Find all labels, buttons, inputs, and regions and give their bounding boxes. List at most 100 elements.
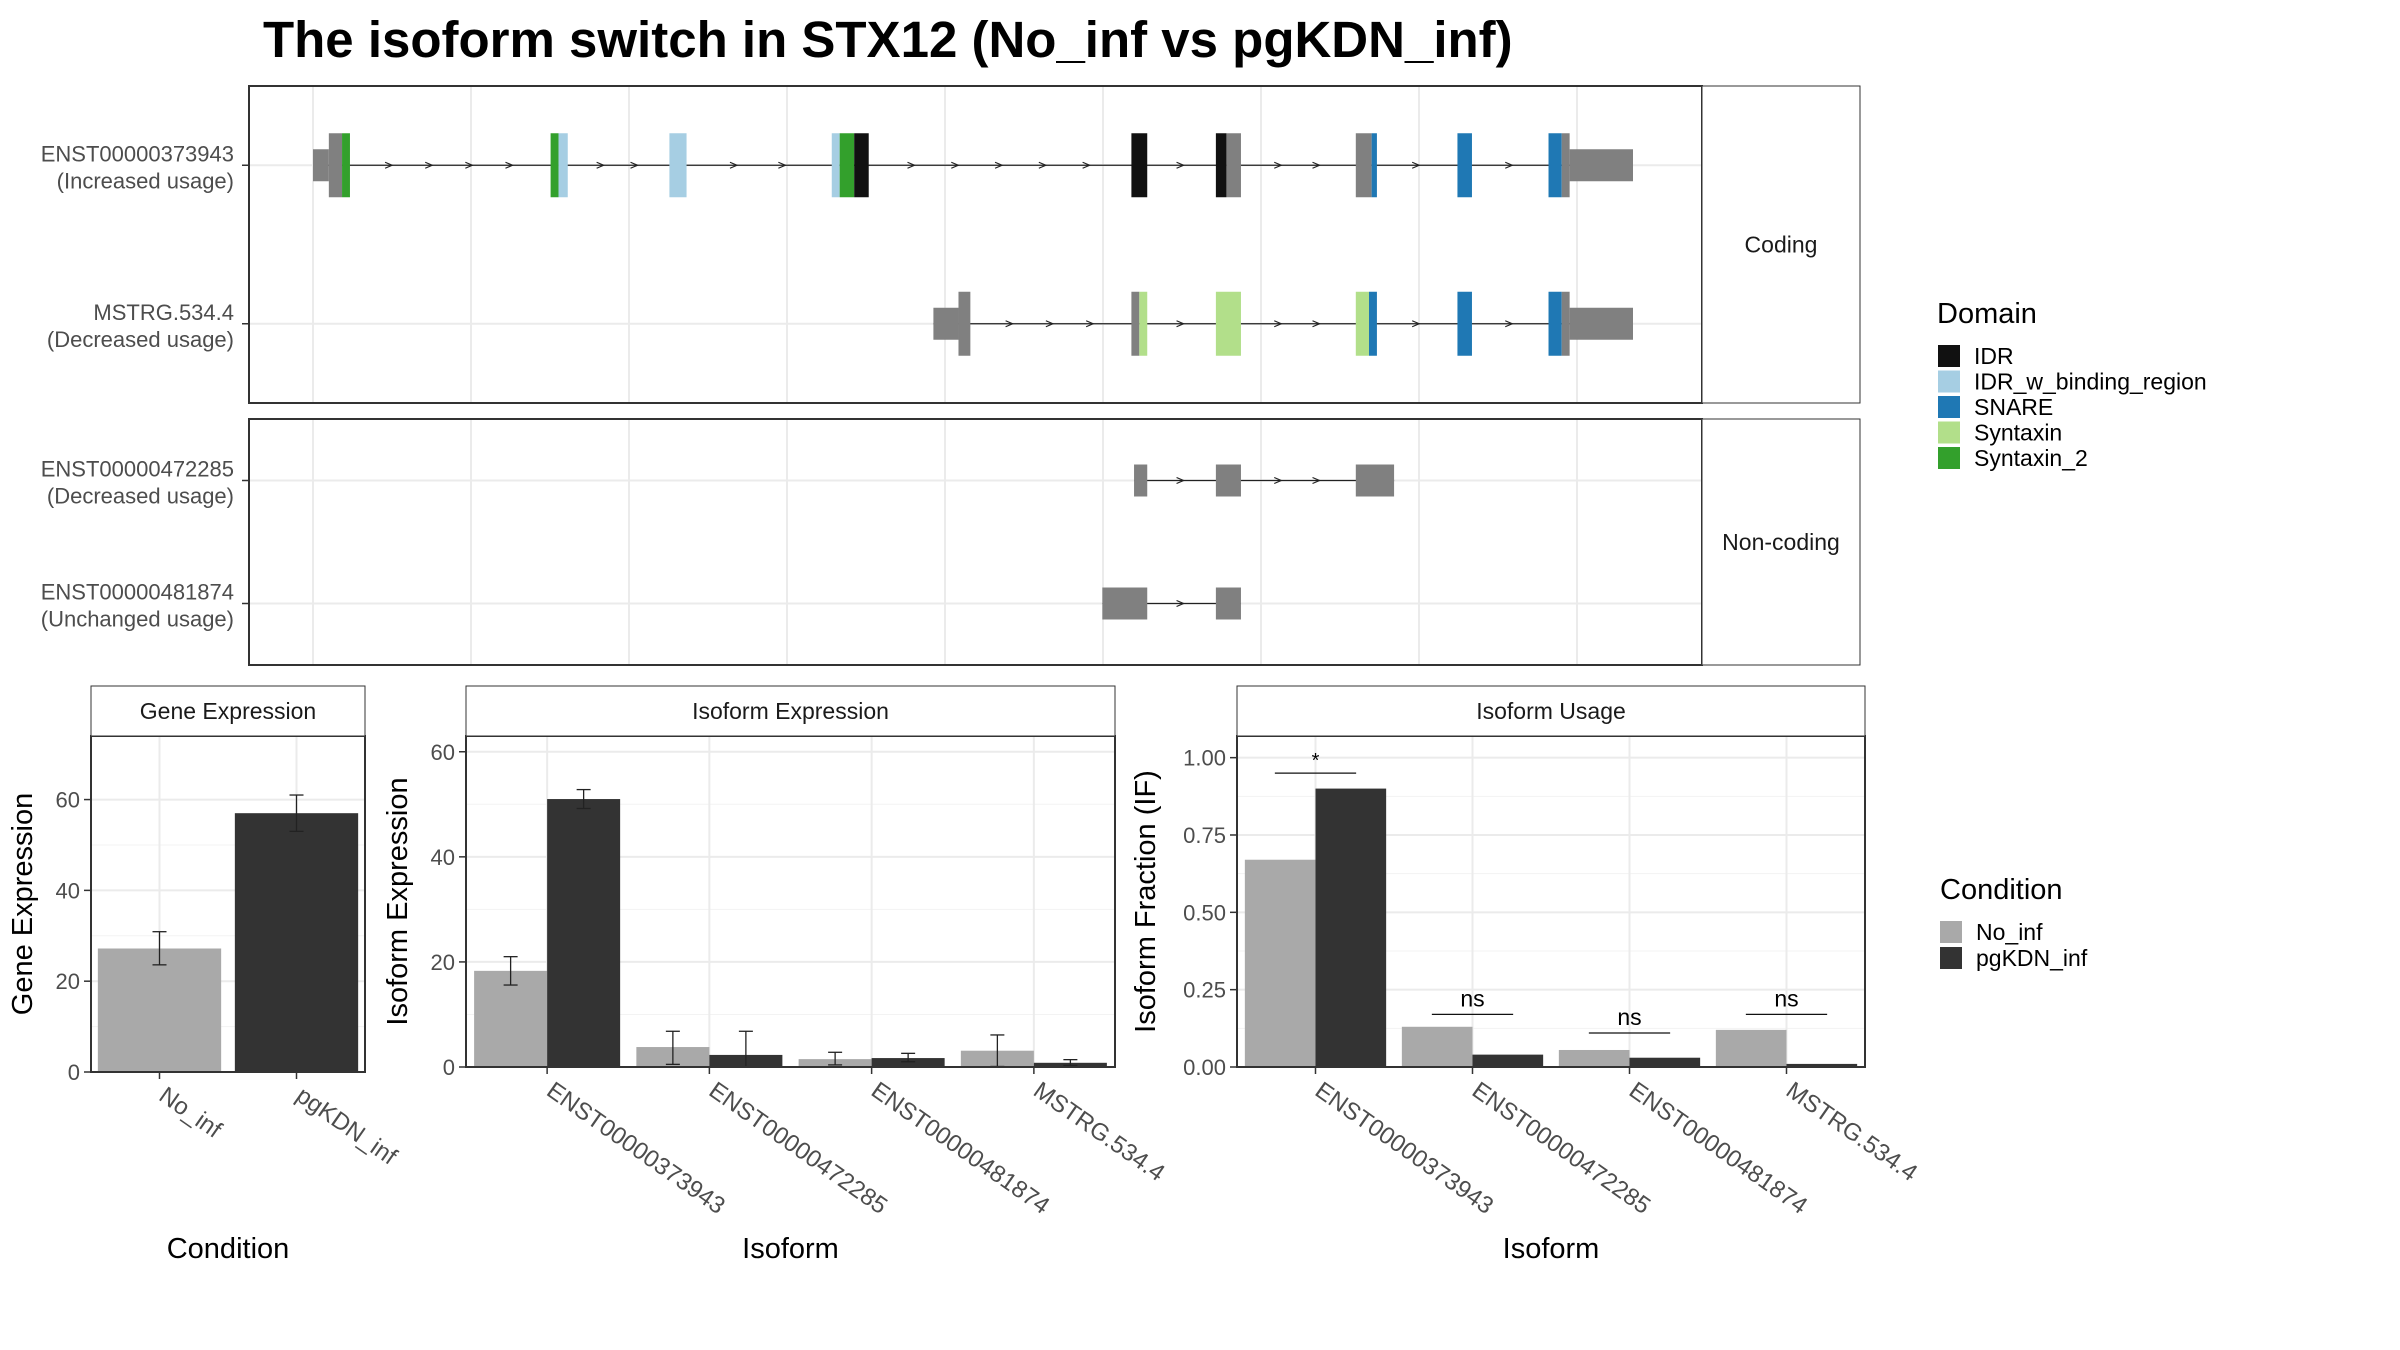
intron-arrow <box>596 161 606 169</box>
exon-block <box>1369 291 1377 356</box>
exon-block <box>1548 291 1562 356</box>
legend-label: IDR_w_binding_region <box>1974 369 2207 395</box>
transcript-usage: (Decreased usage) <box>47 327 234 352</box>
legend-key <box>1940 947 1962 969</box>
legend-label: Syntaxin <box>1974 420 2062 446</box>
exon-block <box>1561 291 1570 356</box>
bar <box>234 813 359 1072</box>
domain-legend: DomainIDRIDR_w_binding_regionSNARESyntax… <box>1937 298 2207 471</box>
exon-block <box>1371 133 1377 198</box>
bar <box>1629 1057 1701 1067</box>
y-axis-title: Isoform Fraction (IF) <box>1130 770 1162 1033</box>
legend-label: No_inf <box>1976 919 2043 945</box>
y-tick-label: 0.00 <box>1183 1055 1226 1080</box>
intron-arrow <box>729 161 739 169</box>
facet-background <box>249 419 1702 665</box>
exon-block <box>1457 291 1472 356</box>
significance-label: * <box>1312 750 1320 772</box>
exon-block <box>1569 307 1633 340</box>
transcript-usage: (Decreased usage) <box>47 484 234 509</box>
intron-arrow <box>1005 320 1015 328</box>
exon-block <box>1457 133 1472 198</box>
intron-arrow <box>1176 599 1186 608</box>
legend-label: IDR <box>1974 343 2014 369</box>
transcript-usage: (Unchanged usage) <box>41 607 234 632</box>
intron-arrow <box>1176 161 1186 169</box>
legend-key <box>1938 370 1960 393</box>
intron-arrow <box>1274 476 1283 485</box>
exon-block <box>1226 133 1241 198</box>
bar <box>1715 1029 1787 1067</box>
intron-arrow <box>1505 320 1514 328</box>
intron-arrow <box>424 161 434 169</box>
bar <box>1786 1063 1858 1067</box>
facet-strip-label: Gene Expression <box>140 698 316 724</box>
legend-label: pgKDN_inf <box>1976 945 2088 971</box>
facet-strip <box>1701 85 1861 404</box>
facet-strip <box>1236 685 1866 737</box>
legend-key <box>1940 921 1962 943</box>
exon-block <box>1215 291 1241 356</box>
legend-title: Domain <box>1937 298 2037 330</box>
x-axis-title: Condition <box>167 1233 290 1265</box>
y-tick-label: 0.25 <box>1183 978 1226 1003</box>
facet-strip-label: Isoform Usage <box>1476 698 1626 724</box>
significance-label: ns <box>1774 985 1798 1011</box>
bar <box>1315 788 1387 1067</box>
intron-arrow <box>1411 161 1421 169</box>
exon-block <box>958 291 971 356</box>
intron-arrow <box>1038 161 1048 169</box>
exon-block <box>831 133 840 198</box>
bar <box>1472 1054 1544 1067</box>
exon-block <box>558 133 568 198</box>
transcript-name: ENST00000472285 <box>41 457 234 482</box>
facet-strip-label: Isoform Expression <box>692 698 889 724</box>
exon-block <box>550 133 559 198</box>
legend-label: Syntaxin_2 <box>1974 445 2088 471</box>
bar <box>1558 1049 1630 1067</box>
intron-arrow <box>630 161 640 169</box>
intron-arrow <box>1312 320 1322 328</box>
significance-label: ns <box>1460 985 1484 1011</box>
y-tick-label: 0.75 <box>1183 823 1226 848</box>
exon-block <box>313 149 329 182</box>
exon-block <box>933 307 959 340</box>
facet-strip-label: Coding <box>1745 232 1818 258</box>
exon-block <box>839 133 855 198</box>
legend-key <box>1938 421 1960 444</box>
bar <box>97 948 222 1072</box>
exon-block <box>342 133 350 198</box>
y-tick-label: 40 <box>56 878 80 903</box>
exon-block <box>854 133 869 198</box>
y-tick-label: 60 <box>431 740 455 765</box>
y-tick-label: 0.50 <box>1183 900 1226 925</box>
x-axis-title: Isoform <box>1503 1233 1600 1265</box>
legend-label: SNARE <box>1974 394 2053 420</box>
exon-block <box>1355 133 1372 198</box>
y-tick-label: 40 <box>431 845 455 870</box>
exon-block <box>1355 464 1395 497</box>
intron-arrow <box>1085 320 1095 328</box>
exon-block <box>1215 587 1241 620</box>
exon-block <box>669 133 687 198</box>
facet-strip <box>1701 418 1861 666</box>
intron-arrow <box>1082 161 1092 169</box>
intron-arrow <box>384 161 394 169</box>
intron-arrow <box>1176 320 1186 328</box>
exon-block <box>1548 133 1562 198</box>
intron-arrow <box>1505 161 1514 169</box>
exon-block <box>1134 464 1148 497</box>
bar <box>1401 1026 1473 1067</box>
gene-structure-panel: ENST00000373943(Increased usage) MSTRG.53… <box>41 85 1861 666</box>
intron-arrow <box>505 161 514 169</box>
y-tick-label: 1.00 <box>1183 746 1226 771</box>
intron-arrow <box>1176 476 1186 485</box>
intron-arrow <box>951 161 960 169</box>
y-tick-label: 0 <box>68 1060 80 1085</box>
facet-strip-label: Non-coding <box>1722 529 1840 555</box>
exon-block <box>328 133 343 198</box>
intron-arrow <box>778 161 787 169</box>
legend-title: Condition <box>1940 874 2063 906</box>
legend-key <box>1938 345 1960 367</box>
